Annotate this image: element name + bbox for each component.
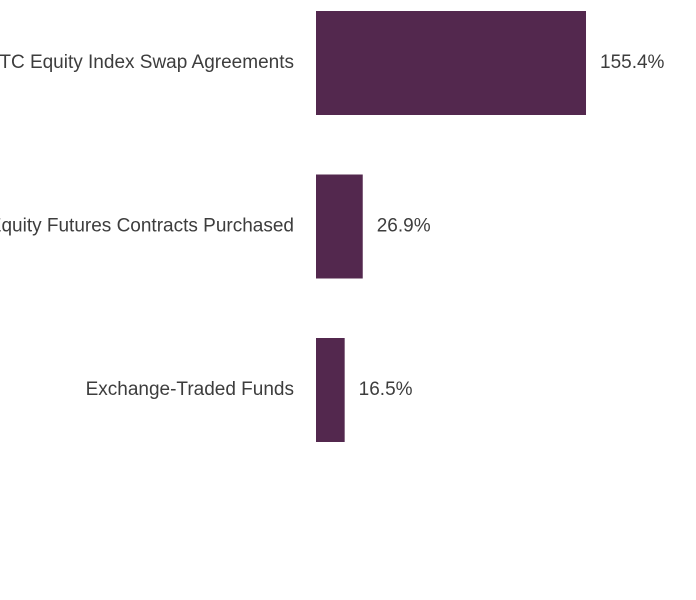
bars-group [316, 11, 587, 442]
category-label-2: Exchange-Traded Funds [86, 379, 294, 400]
value-label-0: 155.4% [600, 52, 665, 73]
category-label-1: Equity Futures Contracts Purchased [0, 216, 294, 237]
bar-2 [316, 338, 345, 442]
bar-1 [316, 174, 363, 279]
value-labels-group: 155.4% 26.9% 16.5% [359, 52, 665, 400]
bar-0 [316, 11, 587, 115]
value-label-2: 16.5% [359, 379, 413, 400]
category-label-0: OTC Equity Index Swap Agreements [0, 52, 294, 73]
value-label-1: 26.9% [377, 216, 431, 237]
category-labels-group: OTC Equity Index Swap Agreements Equity F… [0, 52, 294, 400]
